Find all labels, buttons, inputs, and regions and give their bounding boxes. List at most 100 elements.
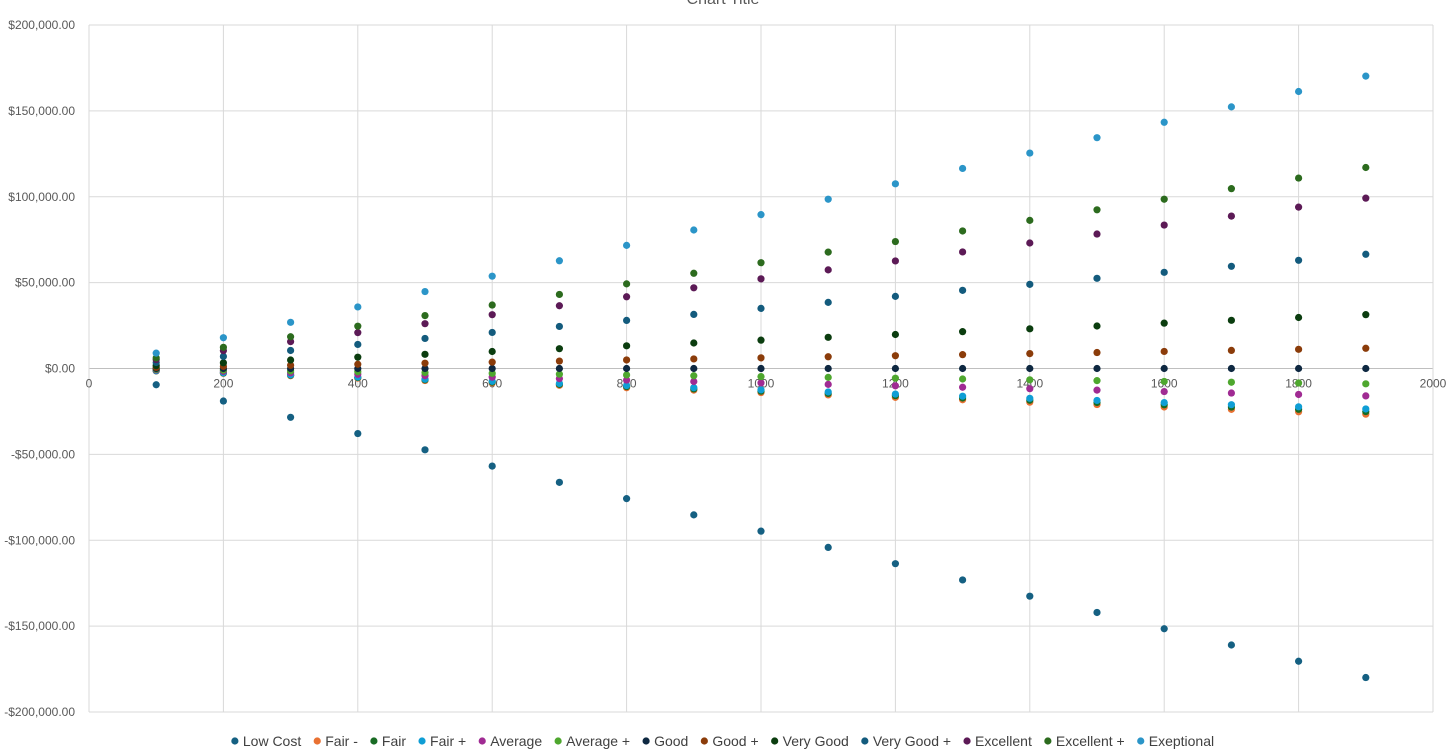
point-excellent-plus — [891, 237, 900, 246]
point-very-good-plus — [891, 292, 900, 300]
point-exeptional — [1093, 134, 1101, 142]
point-very-good-plus — [824, 298, 832, 306]
point-excellent-plus — [488, 301, 496, 309]
point-very-good-plus — [1295, 256, 1303, 264]
point-good-plus — [1227, 346, 1235, 354]
point-fair-plus — [757, 386, 765, 394]
legend-marker — [642, 737, 650, 745]
point-average-plus — [1295, 379, 1303, 387]
point-exeptional — [824, 195, 832, 203]
point-exeptional — [757, 211, 765, 219]
point-average — [1026, 385, 1034, 393]
point-excellent — [1227, 212, 1235, 220]
legend-item-good-plus[interactable]: Good + — [700, 733, 759, 749]
point-excellent-plus — [623, 280, 631, 288]
point-average-plus — [690, 372, 698, 380]
point-excellent — [1362, 194, 1370, 202]
legend-item-very-good[interactable]: Very Good — [771, 733, 849, 749]
point-very-good — [891, 330, 900, 339]
point-low-cost — [287, 413, 295, 421]
point-exeptional — [690, 226, 698, 234]
legend-item-average[interactable]: Average — [478, 733, 543, 749]
y-tick-label: -$50,000.00 — [11, 447, 75, 461]
point-fair-plus — [1026, 394, 1034, 402]
legend-item-good[interactable]: Good — [642, 733, 688, 749]
point-average-plus — [824, 373, 832, 381]
point-average-plus — [1093, 377, 1101, 385]
point-average-plus — [1026, 376, 1034, 384]
point-good — [959, 364, 967, 373]
y-tick-label: -$100,000.00 — [4, 533, 75, 547]
point-good — [1227, 364, 1235, 373]
point-good-plus — [354, 360, 362, 368]
point-excellent — [959, 248, 967, 256]
point-exeptional — [1295, 87, 1303, 96]
point-very-good — [1295, 313, 1303, 322]
point-average-plus — [959, 375, 967, 383]
point-average — [1160, 387, 1168, 396]
chart-title: Chart Title — [687, 0, 760, 8]
point-fair-plus — [623, 381, 631, 390]
point-very-good — [959, 328, 967, 336]
point-very-good-plus — [623, 316, 631, 325]
y-tick-label: -$200,000.00 — [4, 705, 75, 719]
data-points — [152, 72, 1370, 682]
legend-label: Average — [490, 733, 542, 749]
point-low-cost — [891, 560, 900, 568]
legend-item-fair-plus[interactable]: Fair + — [418, 733, 466, 749]
point-excellent — [555, 302, 564, 310]
legend-item-average-plus[interactable]: Average + — [554, 733, 631, 749]
point-low-cost — [219, 397, 227, 405]
y-tick-label: $200,000.00 — [8, 18, 75, 32]
x-tick-label: 200 — [213, 377, 233, 391]
legend[interactable]: Low Cost Fair - Fair Fair + Average Average +… — [231, 733, 1214, 749]
y-tick-label: $150,000.00 — [8, 104, 75, 118]
point-low-cost — [623, 495, 631, 503]
legend-item-very-good-plus[interactable]: Very Good + — [861, 733, 951, 749]
point-average — [1227, 389, 1235, 397]
legend-item-excellent-plus[interactable]: Excellent + — [1044, 733, 1125, 749]
point-good-plus — [488, 358, 496, 366]
point-excellent — [488, 311, 496, 319]
point-good — [1160, 364, 1168, 373]
point-very-good-plus — [354, 340, 362, 349]
point-excellent — [1295, 203, 1303, 211]
point-excellent — [354, 329, 362, 337]
point-very-good — [354, 353, 362, 361]
legend-label: Average + — [566, 733, 630, 749]
point-average-plus — [757, 372, 765, 381]
point-excellent-plus — [1227, 185, 1235, 193]
point-very-good — [219, 359, 227, 367]
point-very-good-plus — [488, 328, 496, 337]
point-excellent — [824, 266, 832, 274]
legend-label: Very Good + — [873, 733, 951, 749]
point-average — [690, 377, 698, 386]
point-good-plus — [757, 354, 765, 362]
legend-item-exeptional[interactable]: Exeptional — [1137, 733, 1214, 749]
point-average — [959, 383, 967, 391]
point-very-good-plus — [555, 322, 564, 331]
legend-item-low-cost[interactable]: Low Cost — [231, 733, 301, 749]
legend-item-excellent[interactable]: Excellent — [963, 733, 1032, 749]
legend-label: Very Good — [783, 733, 849, 749]
point-very-good-plus — [287, 346, 295, 355]
point-low-cost — [1093, 608, 1101, 617]
point-excellent — [1093, 230, 1101, 238]
legend-item-fair[interactable]: Fair — [370, 733, 406, 749]
point-exeptional — [623, 241, 631, 249]
point-average-plus — [555, 370, 564, 378]
point-very-good-plus — [1026, 280, 1034, 288]
point-very-good-plus — [757, 304, 765, 312]
x-tick-label: 0 — [86, 377, 93, 391]
point-fair-plus — [1093, 396, 1101, 405]
point-very-good-plus — [1227, 262, 1235, 270]
y-tick-label: $100,000.00 — [8, 190, 75, 204]
point-good-plus — [690, 355, 698, 363]
point-good-plus — [421, 359, 429, 367]
legend-item-fair-minus[interactable]: Fair - — [313, 733, 359, 749]
point-average-plus — [1160, 377, 1168, 386]
legend-marker — [1137, 737, 1145, 745]
point-low-cost — [824, 543, 832, 552]
point-good-plus — [555, 357, 564, 365]
